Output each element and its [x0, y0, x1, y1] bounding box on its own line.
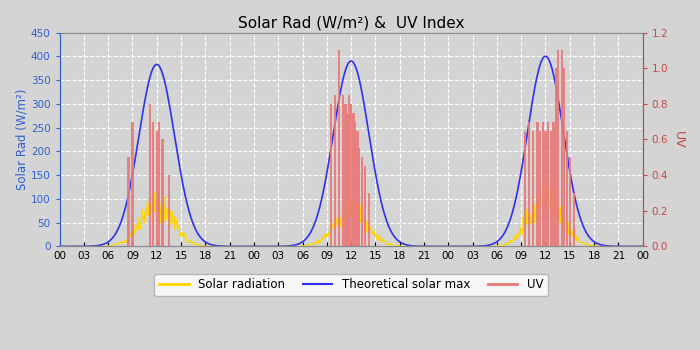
Bar	[536, 122, 538, 246]
Bar	[573, 193, 575, 246]
Bar	[532, 131, 535, 246]
Bar	[568, 157, 571, 246]
Bar	[556, 50, 559, 246]
Bar	[524, 131, 526, 246]
Bar	[528, 122, 531, 246]
Bar	[342, 95, 344, 246]
Y-axis label: UV: UV	[672, 131, 685, 148]
Bar	[127, 157, 130, 246]
Bar	[132, 122, 134, 246]
Bar	[547, 122, 549, 246]
Bar	[566, 131, 568, 246]
Bar	[550, 131, 552, 246]
Bar	[542, 122, 544, 246]
Bar	[552, 122, 554, 246]
Bar	[545, 131, 547, 246]
Bar	[344, 104, 346, 246]
Bar	[350, 104, 352, 246]
Bar	[364, 166, 366, 246]
Bar	[158, 122, 160, 246]
Bar	[152, 122, 154, 246]
Bar	[334, 95, 336, 246]
Bar	[368, 193, 370, 246]
Bar	[348, 95, 350, 246]
Bar	[330, 104, 332, 246]
Bar	[563, 68, 566, 246]
Bar	[338, 50, 340, 246]
Bar	[354, 122, 356, 246]
Y-axis label: Solar Rad (W/m²): Solar Rad (W/m²)	[15, 89, 28, 190]
Bar	[352, 113, 355, 246]
Bar	[561, 50, 563, 246]
Bar	[555, 68, 557, 246]
Bar	[346, 113, 348, 246]
Bar	[539, 131, 541, 246]
Bar	[161, 139, 164, 246]
Title: Solar Rad (W/m²) &  UV Index: Solar Rad (W/m²) & UV Index	[238, 15, 464, 30]
Bar	[360, 157, 363, 246]
Bar	[168, 175, 170, 246]
Legend: Solar radiation, Theoretical solar max, UV: Solar radiation, Theoretical solar max, …	[154, 274, 548, 296]
Bar	[358, 148, 361, 246]
Bar	[356, 131, 358, 246]
Bar	[155, 131, 158, 246]
Bar	[149, 104, 151, 246]
